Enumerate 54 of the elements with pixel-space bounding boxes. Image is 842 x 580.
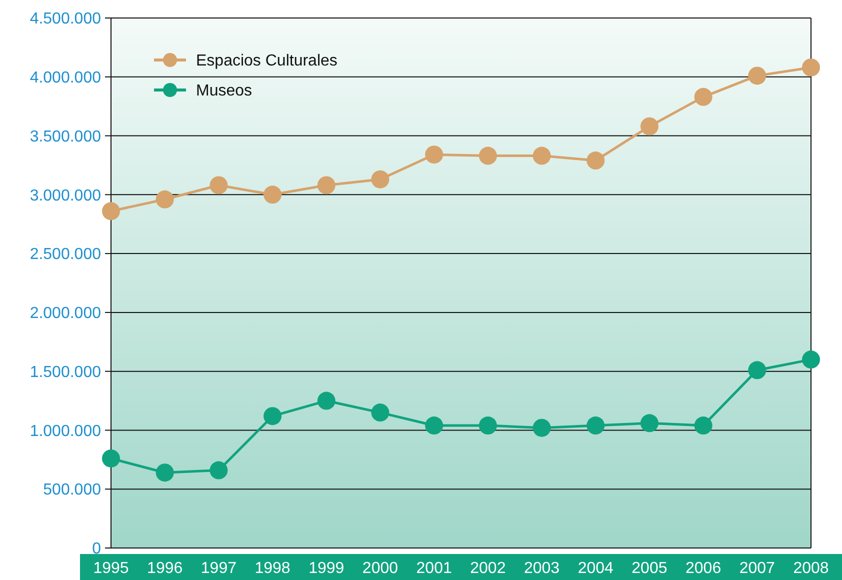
point xyxy=(586,152,605,170)
point xyxy=(264,407,282,426)
point xyxy=(102,202,120,220)
point xyxy=(425,146,444,164)
y-tick-label: 0 xyxy=(92,540,102,558)
y-tick-label: 4.000.000 xyxy=(30,69,102,86)
point xyxy=(210,461,228,480)
x-tick-label: 1996 xyxy=(147,560,183,577)
x-tick-label: 2000 xyxy=(362,560,398,577)
point xyxy=(156,464,174,482)
point xyxy=(478,416,497,435)
y-tick-label: 1.000.000 xyxy=(30,422,102,440)
point xyxy=(586,416,605,435)
y-tick-label: 3.500.000 xyxy=(30,128,102,146)
x-tick-label: 1998 xyxy=(254,560,290,577)
point xyxy=(532,418,551,437)
point xyxy=(317,392,336,410)
point xyxy=(802,350,820,369)
x-tick-label: 2006 xyxy=(686,560,722,577)
y-tick-label: 2.500.000 xyxy=(30,246,102,264)
point xyxy=(802,58,820,76)
x-tick-label: 2007 xyxy=(739,560,776,577)
point xyxy=(640,117,658,136)
x-tick-label: 2005 xyxy=(632,560,668,577)
point xyxy=(156,190,174,208)
point xyxy=(264,186,282,204)
point xyxy=(532,146,551,165)
point xyxy=(694,416,712,435)
x-tick-label: 2003 xyxy=(524,560,560,577)
point xyxy=(371,170,390,188)
y-tick-label: 3.000.000 xyxy=(30,187,102,204)
point xyxy=(210,176,228,194)
legend-label: Espacios Culturales xyxy=(196,52,338,70)
point xyxy=(102,449,120,468)
point xyxy=(425,416,444,435)
point xyxy=(748,361,766,380)
legend-label: Museos xyxy=(196,82,252,100)
y-tick-label: 2.000.000 xyxy=(30,305,102,322)
x-tick-label: 2004 xyxy=(578,560,614,577)
x-tick-label: 1995 xyxy=(93,560,129,577)
y-tick-label: 1.500.000 xyxy=(30,364,102,381)
x-tick-label: 1997 xyxy=(200,560,237,577)
point xyxy=(478,146,497,165)
point xyxy=(640,414,658,432)
x-tick-label: 2008 xyxy=(793,560,829,577)
point xyxy=(317,176,336,194)
y-tick-label: 4.500.000 xyxy=(30,10,102,28)
x-tick-label: 1999 xyxy=(308,560,344,577)
point xyxy=(748,66,766,85)
point xyxy=(694,88,712,106)
x-tick-label: 2002 xyxy=(470,560,506,577)
y-tick-label: 500.000 xyxy=(43,482,102,499)
point xyxy=(371,404,390,422)
x-tick-label: 2001 xyxy=(416,560,452,577)
